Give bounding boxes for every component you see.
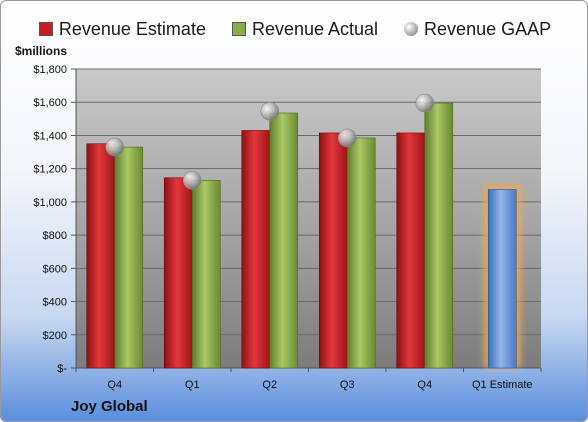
y-tick-label: $1,800 [33, 64, 67, 76]
y-tick-label: $1,600 [33, 97, 67, 109]
x-tick-label: Q4 [417, 379, 432, 391]
point-gaap [260, 102, 280, 121]
legend-swatch-estimate [38, 22, 53, 36]
bar-actual [191, 179, 221, 369]
y-unit-label: $millions [15, 44, 68, 58]
y-tick-label: $- [57, 363, 67, 375]
bar-actual [269, 112, 299, 369]
legend-swatch-gaap [404, 22, 419, 36]
bar-actual [346, 137, 376, 369]
bar-future-estimate [487, 189, 517, 369]
x-tick-label: Q2 [262, 379, 277, 391]
legend-item-gaap: Revenue GAAP [404, 19, 551, 40]
x-tick-label: Q3 [340, 379, 355, 391]
bar-estimate [396, 132, 426, 369]
plot-area [76, 69, 541, 368]
x-tick-label: Q4 [107, 379, 122, 391]
point-gaap [182, 170, 202, 190]
y-tick-label: $200 [43, 330, 67, 342]
y-tick-label: $600 [43, 263, 67, 275]
point-gaap [415, 93, 435, 113]
y-tick-label: $1,200 [33, 164, 67, 176]
legend-label-actual: Revenue Actual [251, 18, 379, 39]
y-tick-label: $400 [43, 297, 67, 309]
bar-estimate [86, 143, 116, 369]
y-tick-label: $1,000 [33, 197, 67, 209]
y-tick-label: $1,400 [33, 130, 67, 142]
bar-estimate [163, 177, 193, 369]
bar-actual [114, 146, 144, 369]
legend: Revenue Estimate Revenue Actual Revenue … [1, 16, 587, 42]
legend-swatch-actual [231, 22, 246, 36]
legend-label-gaap: Revenue GAAP [424, 18, 552, 39]
point-gaap [337, 128, 357, 148]
bar-estimate [241, 130, 271, 369]
point-gaap [105, 137, 125, 157]
x-tick-label: Q1 Estimate [472, 379, 533, 391]
x-tick-label: Q1 [185, 379, 200, 391]
legend-label-estimate: Revenue Estimate [58, 18, 206, 39]
company-name: Joy Global [71, 398, 148, 415]
y-tick-label: $800 [43, 230, 67, 242]
bar-actual [424, 102, 454, 369]
legend-item-actual: Revenue Actual [231, 18, 379, 40]
legend-item-estimate: Revenue Estimate [38, 18, 206, 40]
bar-estimate [318, 132, 348, 369]
